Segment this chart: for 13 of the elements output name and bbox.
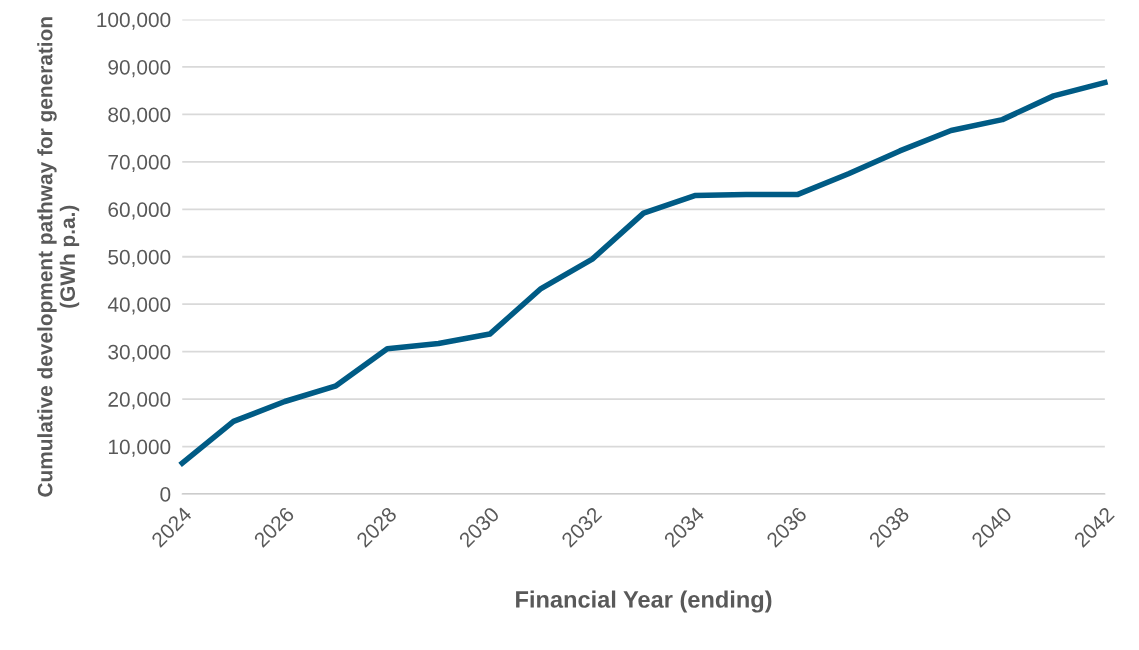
y-tick-label: 70,000	[108, 154, 171, 173]
x-axis-title: Financial Year (ending)	[516, 590, 772, 613]
y-tick-label: 10,000	[109, 439, 171, 457]
y-axis-title: Cumulative development pathway for generation (GWh p.a.)	[37, 17, 80, 497]
y-tick-label: 20,000	[108, 392, 171, 410]
y-tick-label: 100,000	[97, 12, 171, 30]
y-tick-label: 90,000	[108, 59, 171, 78]
y-tick-label: 30,000	[108, 344, 171, 362]
y-tick-label: 60,000	[108, 202, 171, 220]
y-tick-label: 0	[160, 487, 171, 502]
y-tick-label: 50,000	[108, 249, 171, 267]
y-tick-label: 40,000	[107, 297, 171, 315]
y-tick-label: 80,000	[108, 107, 171, 125]
